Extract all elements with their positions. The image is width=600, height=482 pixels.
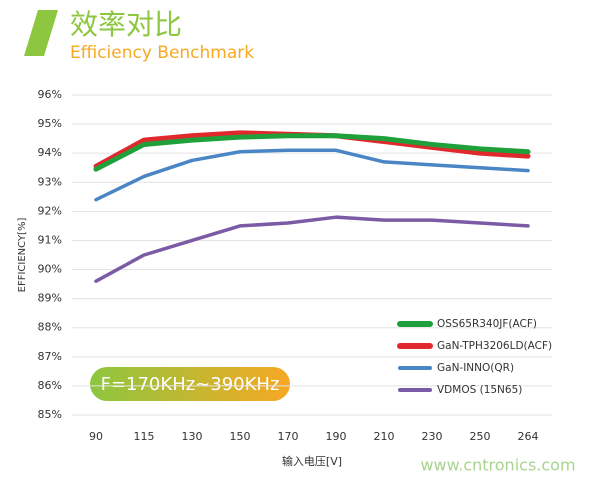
y-tick-label: 91% [38,233,62,246]
x-tick-label: 90 [89,430,103,443]
y-tick-label: 94% [38,146,62,159]
legend-label: OSS65R340JF(ACF) [437,318,537,330]
title-accent [24,10,58,56]
y-tick-label: 92% [38,204,62,217]
x-tick-label: 170 [278,430,299,443]
series-line [94,215,530,283]
watermark: www.cntronics.com [420,456,575,475]
annotation: F=170KHz~390KHz [101,374,280,395]
y-tick-label: 87% [38,350,62,363]
legend-label: GaN-INNO(QR) [437,362,514,374]
y-tick-label: 89% [38,292,62,305]
x-tick-label: 264 [518,430,539,443]
x-tick-label: 210 [374,430,395,443]
y-tick-label: 90% [38,263,62,276]
series-line [94,148,530,202]
y-axis-label: EFFICIENCY[%] [17,218,28,293]
y-tick-label: 85% [38,408,62,421]
x-tick-label: 250 [470,430,491,443]
legend-label: VDMOS (15N65) [437,384,522,396]
x-tick-label: 230 [422,430,443,443]
x-tick-label: 190 [326,430,347,443]
y-tick-label: 93% [38,175,62,188]
x-tick-label: 115 [134,430,155,443]
y-tick-label: 96% [38,88,62,101]
annotation-box [90,367,290,401]
y-tick-label: 95% [38,117,62,130]
x-axis-label: 输入电压[V] [282,454,342,468]
legend-label: GaN-TPH3206LD(ACF) [437,340,552,352]
x-tick-label: 150 [230,430,251,443]
series-line [93,133,531,172]
chart-subtitle: Efficiency Benchmark [70,43,254,63]
y-tick-label: 86% [38,379,62,392]
y-tick-label: 88% [38,321,62,334]
x-tick-label: 130 [182,430,203,443]
chart-title: 效率对比 [70,8,182,41]
